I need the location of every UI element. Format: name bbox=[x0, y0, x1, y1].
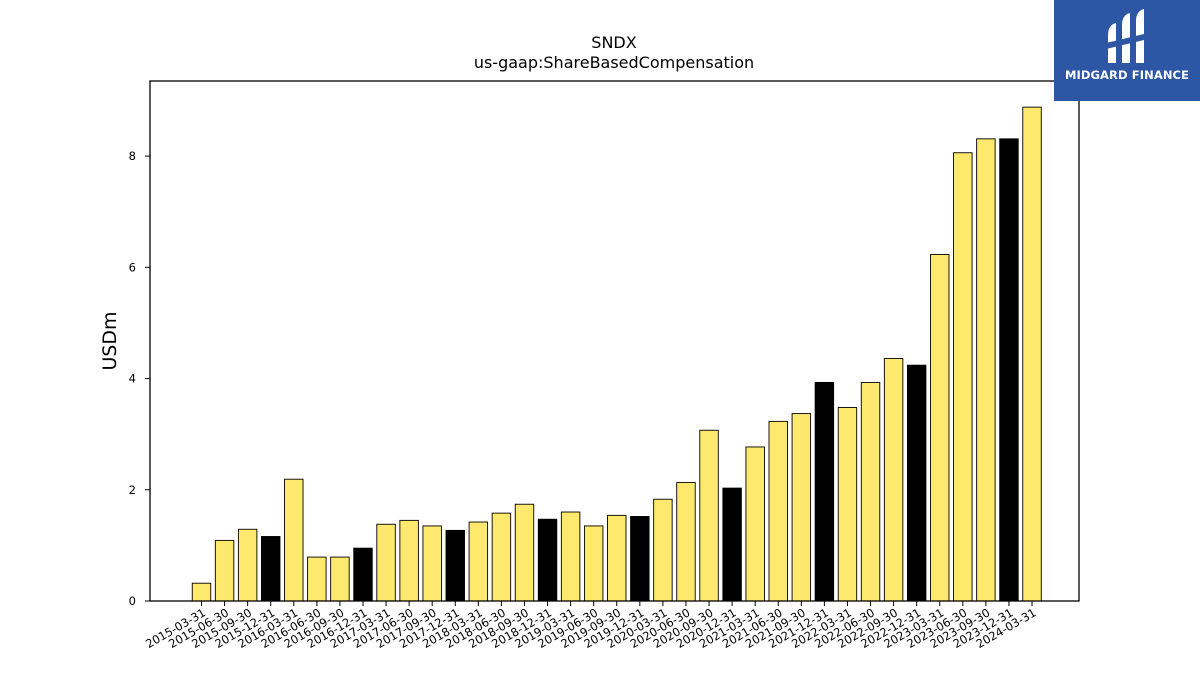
bar-2022-09-30 bbox=[883, 358, 904, 602]
bar-2021-09-30 bbox=[791, 413, 812, 602]
bar-2023-06-30 bbox=[953, 152, 973, 602]
bar-2018-09-30 bbox=[514, 503, 535, 602]
y-tick-label: 2 bbox=[129, 483, 136, 497]
bar-2022-12-31 bbox=[906, 364, 927, 602]
bar-2018-03-31 bbox=[468, 521, 489, 602]
bar-2021-03-31 bbox=[745, 446, 765, 602]
y-tick-label: 8 bbox=[129, 149, 136, 163]
bar-2019-09-30 bbox=[607, 514, 627, 602]
y-tick-label: 4 bbox=[129, 372, 136, 386]
bar-2022-06-30 bbox=[860, 381, 881, 602]
chart-title: SNDX bbox=[591, 33, 636, 52]
bar-2015-03-31 bbox=[191, 582, 212, 602]
y-axis-ticks: 0 2 4 6 8 bbox=[129, 149, 150, 608]
bar-2021-12-31 bbox=[814, 381, 835, 602]
bar-2020-09-30 bbox=[699, 429, 719, 602]
bar-2021-06-30 bbox=[768, 420, 788, 602]
midgard-finance-logo: MIDGARD FINANCE bbox=[1054, 0, 1200, 101]
bar-2020-03-31 bbox=[653, 498, 673, 602]
bar-2020-12-31 bbox=[722, 487, 742, 602]
bar-2020-06-30 bbox=[676, 482, 696, 602]
bar-2016-12-31 bbox=[353, 547, 373, 602]
bar-2019-06-30 bbox=[583, 525, 604, 602]
bar-2023-12-31 bbox=[999, 138, 1019, 602]
bar-2015-06-30 bbox=[214, 539, 235, 602]
y-tick-label: 6 bbox=[129, 260, 136, 274]
chart-subtitle: us-gaap:ShareBasedCompensation bbox=[474, 53, 754, 72]
bar-2019-03-31 bbox=[560, 511, 581, 602]
logo-text: MIDGARD FINANCE bbox=[1064, 68, 1190, 82]
bar-2019-12-31 bbox=[630, 516, 650, 602]
bar-2016-03-31 bbox=[284, 478, 304, 602]
bar-2015-12-31 bbox=[261, 536, 281, 602]
bars-group bbox=[191, 106, 1042, 602]
bar-2024-03-31 bbox=[1022, 106, 1042, 602]
bar-2018-12-31 bbox=[537, 518, 558, 602]
bar-2016-06-30 bbox=[307, 556, 327, 602]
bar-2018-06-30 bbox=[491, 512, 512, 602]
midgard-logo-icon bbox=[1106, 9, 1148, 63]
bar-2015-09-30 bbox=[237, 528, 258, 602]
plot-frame bbox=[149, 80, 1080, 602]
bar-2017-09-30 bbox=[422, 525, 442, 602]
x-axis-ticks: 2015-03-312015-06-302015-09-302015-12-31… bbox=[143, 601, 1039, 651]
bar-2016-09-30 bbox=[330, 556, 350, 602]
bar-2023-03-31 bbox=[930, 254, 950, 602]
bar-2017-12-31 bbox=[445, 529, 465, 602]
bar-2023-09-30 bbox=[976, 138, 996, 602]
bar-2022-03-31 bbox=[837, 407, 858, 602]
bar-2017-06-30 bbox=[399, 519, 419, 602]
y-axis-label: USDm bbox=[99, 311, 121, 370]
bar-2017-03-31 bbox=[376, 523, 396, 602]
y-tick-label: 0 bbox=[129, 594, 136, 608]
